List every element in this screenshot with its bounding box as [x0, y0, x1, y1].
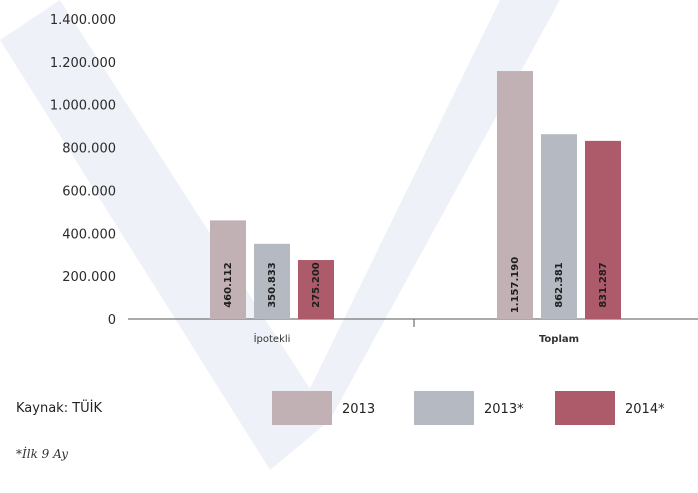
- data-label: 831.287: [598, 262, 609, 308]
- y-tick-label: 800.000: [62, 142, 116, 157]
- category-label: Toplam: [539, 334, 579, 345]
- bar: [254, 243, 290, 319]
- bar: [541, 134, 577, 319]
- data-labels: 460.112 1.157.190 350.833 862.381 275.200 831…: [223, 257, 609, 313]
- data-label: 275.200: [311, 262, 322, 308]
- y-tick-label: 1.200.000: [50, 56, 116, 71]
- bar: [298, 260, 334, 319]
- legend: 2013 2013* 2014*: [272, 391, 665, 425]
- legend-label: 2013: [342, 402, 375, 417]
- legend-swatch: [555, 391, 615, 425]
- y-tick-label: 400.000: [62, 227, 116, 242]
- data-label: 460.112: [223, 262, 234, 308]
- y-tick-label: 200.000: [62, 270, 116, 285]
- y-tick-label: 1.000.000: [50, 99, 116, 114]
- y-tick-label: 600.000: [62, 184, 116, 199]
- category-label: İpotekli: [254, 332, 291, 345]
- source-note: Kaynak: TÜİK: [16, 399, 102, 416]
- chart-bars: [210, 71, 621, 319]
- bar: [497, 71, 533, 319]
- legend-swatch: [272, 391, 332, 425]
- data-label: 1.157.190: [510, 257, 521, 313]
- y-axis-ticks: 0 200.000 400.000 600.000 800.000 1.000.000 1.…: [50, 13, 116, 328]
- y-tick-label: 1.400.000: [50, 13, 116, 28]
- legend-label: 2014*: [625, 402, 665, 417]
- legend-swatch: [414, 391, 474, 425]
- bar: [585, 140, 621, 319]
- legend-label: 2013*: [484, 402, 524, 417]
- watermark-chevron: [0, 0, 560, 470]
- footnote: *İlk 9 Ay: [16, 446, 68, 461]
- category-labels: İpotekli Toplam: [254, 332, 579, 345]
- bar: [210, 220, 246, 319]
- data-label: 862.381: [554, 262, 565, 308]
- y-tick-label: 0: [108, 313, 116, 328]
- data-label: 350.833: [267, 262, 278, 308]
